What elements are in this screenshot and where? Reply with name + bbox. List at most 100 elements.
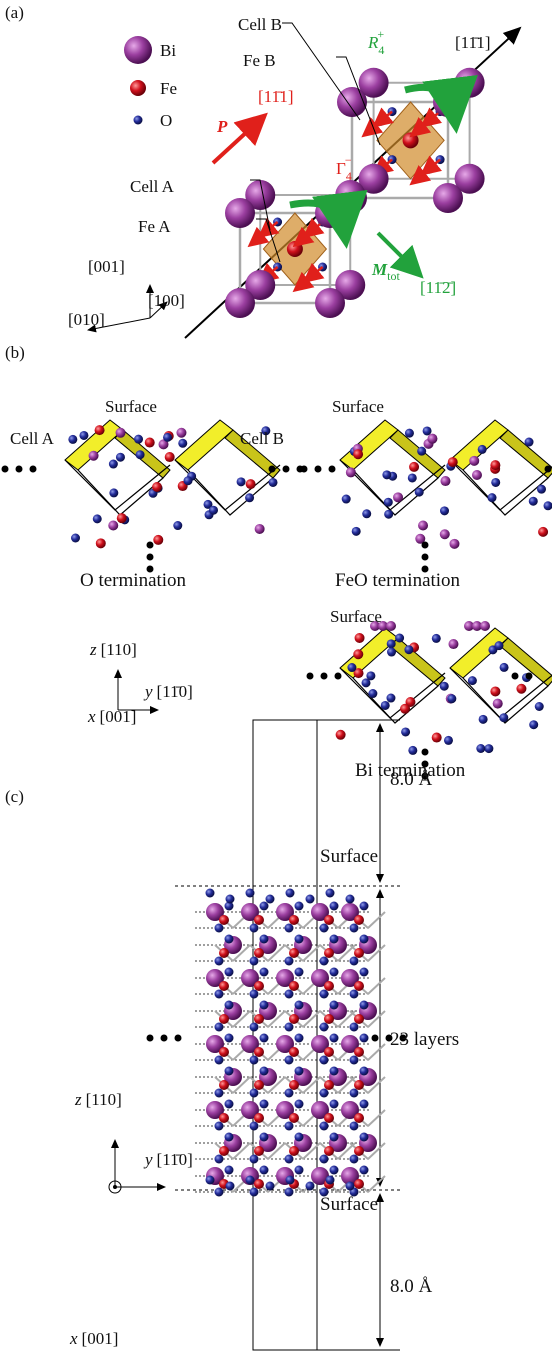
fe-atom: [289, 1113, 299, 1123]
o-atom: [330, 902, 339, 911]
fe-atom: [254, 981, 264, 991]
line: [368, 912, 385, 928]
o-atom: [386, 694, 395, 703]
o-atom: [250, 1089, 259, 1098]
surface-cell: [450, 628, 508, 678]
o-atom: [320, 1089, 329, 1098]
bi-atom: [472, 470, 482, 480]
fe-atom: [130, 80, 146, 96]
dot: [315, 466, 322, 473]
label: 4: [346, 169, 352, 183]
o-atom: [387, 639, 396, 648]
o-atom: [479, 715, 488, 724]
dot: [147, 554, 154, 561]
fe-atom: [354, 1014, 364, 1024]
o-atom: [330, 1100, 339, 1109]
panel-label: (c): [5, 787, 24, 806]
o-atom: [226, 1182, 235, 1191]
o-atom: [269, 478, 278, 487]
o-atom: [285, 924, 294, 933]
label: Cell B: [238, 15, 282, 34]
bi-atom: [393, 492, 403, 502]
fe-atom: [409, 462, 419, 472]
o-atom: [260, 1034, 269, 1043]
fe-atom: [289, 1080, 299, 1090]
o-atom: [360, 902, 369, 911]
fe-atom: [254, 1047, 264, 1057]
label: M: [371, 260, 388, 279]
o-atom: [415, 488, 424, 497]
o-atom: [360, 1166, 369, 1175]
o-atom: [544, 501, 552, 510]
o-atom: [440, 506, 449, 515]
o-atom: [266, 1182, 275, 1191]
label: Cell A: [130, 177, 175, 196]
bi-atom: [225, 198, 255, 228]
fe-atom: [289, 1047, 299, 1057]
o-atom: [529, 720, 538, 729]
fe-atom: [289, 1146, 299, 1156]
bi-atom: [493, 699, 503, 709]
o-atom: [295, 1133, 304, 1142]
o-atom: [295, 1067, 304, 1076]
axis-label: y: [143, 1150, 153, 1169]
dot: [321, 673, 328, 680]
o-atom: [360, 1034, 369, 1043]
label: Surface: [330, 607, 382, 626]
o-atom: [525, 438, 534, 447]
fe-atom: [324, 1146, 334, 1156]
o-atom: [285, 1023, 294, 1032]
bi-atom: [440, 476, 450, 486]
o-atom: [408, 746, 417, 755]
o-atom: [295, 1166, 304, 1175]
o-atom: [535, 702, 544, 711]
label: Surface: [105, 397, 157, 416]
o-atom: [295, 968, 304, 977]
fe-atom: [324, 915, 334, 925]
o-atom: [215, 1023, 224, 1032]
bi-atom: [418, 520, 428, 530]
o-atom: [173, 521, 182, 530]
label: Fe B: [243, 51, 276, 70]
label: 8.0 Å: [390, 1276, 433, 1297]
bi-atom: [116, 428, 126, 438]
fe-atom: [246, 479, 256, 489]
o-atom: [326, 1176, 335, 1185]
fe-atom: [219, 1080, 229, 1090]
axis-out: [113, 1185, 117, 1189]
o-atom: [330, 1067, 339, 1076]
fe-atom: [336, 730, 346, 740]
bi-atom: [255, 524, 265, 534]
label: Surface: [332, 397, 384, 416]
label: 8.0 Å: [390, 769, 433, 790]
o-atom: [285, 990, 294, 999]
fe-atom: [324, 1047, 334, 1057]
label: +: [377, 27, 384, 41]
o-atom: [246, 889, 255, 898]
o-atom: [250, 1122, 259, 1131]
dot: [30, 466, 37, 473]
o-atom: [225, 1034, 234, 1043]
o-atom: [250, 1155, 259, 1164]
bi-atom: [469, 456, 479, 466]
axis-label: z: [74, 1090, 82, 1109]
axis-label: z[110]: [74, 1090, 122, 1109]
axis-label: [001]: [88, 257, 125, 276]
dot: [422, 542, 429, 549]
fe-atom: [219, 981, 229, 991]
cell-outline: [188, 470, 273, 515]
o-atom: [226, 895, 235, 904]
o-atom: [330, 968, 339, 977]
dot: [372, 1035, 379, 1042]
o-atom: [404, 645, 413, 654]
o-atom: [116, 453, 125, 462]
o-atom: [215, 1056, 224, 1065]
fe-atom: [254, 948, 264, 958]
dot: [329, 466, 336, 473]
label: Fe A: [138, 217, 171, 236]
o-atom: [266, 895, 275, 904]
o-atom: [260, 1067, 269, 1076]
o-atom: [136, 450, 145, 459]
o-atom: [246, 1176, 255, 1185]
o-atom: [178, 439, 187, 448]
